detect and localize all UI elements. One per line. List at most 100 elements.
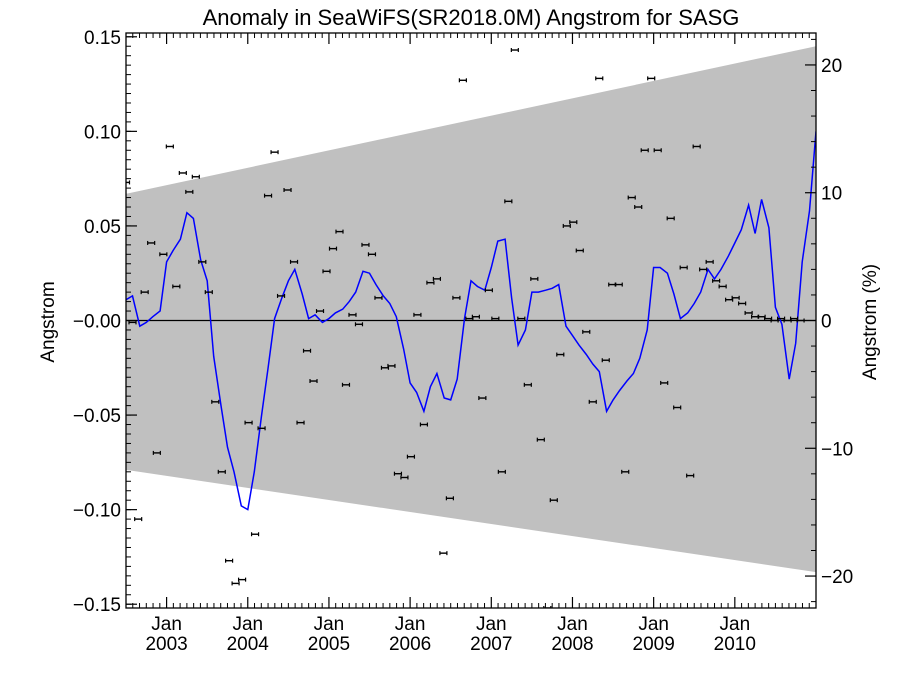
x-tick-year-label: 2008 <box>551 634 593 655</box>
data-point <box>530 276 539 281</box>
data-point <box>413 312 422 317</box>
data-point <box>510 48 519 53</box>
data-point <box>647 76 656 81</box>
data-point <box>712 278 721 283</box>
y2-tick-label: 0 <box>821 312 832 333</box>
data-point <box>217 469 226 474</box>
data-point <box>276 293 286 298</box>
data-point <box>575 248 584 253</box>
data-point <box>211 399 220 404</box>
data-point <box>134 517 143 522</box>
data-point <box>224 558 234 563</box>
data-point <box>419 422 429 427</box>
data-point <box>744 310 753 315</box>
data-point <box>660 380 669 385</box>
data-point <box>302 348 312 353</box>
data-point <box>588 399 597 404</box>
x-tick-year-label: 2004 <box>227 634 270 655</box>
x-tick-month-label: Jan <box>232 614 263 635</box>
data-point <box>439 551 448 556</box>
data-point <box>231 581 240 586</box>
x-tick-year-label: 2009 <box>633 634 675 655</box>
data-point <box>263 193 273 198</box>
data-point <box>634 205 643 210</box>
data-point <box>126 180 131 185</box>
data-point <box>237 577 247 582</box>
data-point <box>152 450 161 455</box>
x-tick-year-label: 2010 <box>714 634 756 655</box>
y-tick-label: 0.15 <box>84 28 121 49</box>
data-point <box>185 189 194 194</box>
data-point <box>393 471 403 476</box>
y2-tick-label: −10 <box>821 439 853 460</box>
data-point <box>289 259 299 264</box>
x-tick-month-label: Jan <box>314 614 345 635</box>
data-point <box>731 295 740 300</box>
y-axis-label: Angstrom <box>38 281 59 362</box>
x-tick-year-label: 2006 <box>389 634 431 655</box>
data-point <box>159 252 168 257</box>
data-point <box>309 379 318 384</box>
data-point <box>257 426 266 431</box>
data-point <box>374 295 383 300</box>
data-point <box>354 322 364 327</box>
data-point <box>484 288 493 293</box>
data-point <box>621 469 630 474</box>
smoothed-anomaly-line <box>126 131 816 511</box>
x-tick-month-label: Jan <box>476 614 507 635</box>
data-point <box>250 532 260 537</box>
data-point <box>601 358 610 363</box>
data-point <box>595 76 604 81</box>
data-point <box>315 309 325 314</box>
data-point <box>640 148 649 153</box>
x-tick-month-label: Jan <box>720 614 751 635</box>
x-tick-month-label: Jan <box>151 614 182 635</box>
y2-tick-label: −20 <box>821 567 853 588</box>
data-point <box>497 469 506 474</box>
data-point <box>452 295 461 300</box>
data-point <box>673 405 682 410</box>
data-point <box>692 144 701 149</box>
data-point <box>614 282 623 287</box>
data-point <box>244 420 253 425</box>
data-point <box>686 473 695 478</box>
data-point <box>432 276 442 281</box>
data-point <box>178 170 187 175</box>
data-point <box>458 78 467 83</box>
data-point <box>140 290 149 295</box>
data-point <box>653 148 662 153</box>
data-point <box>562 223 571 228</box>
data-point <box>582 329 591 334</box>
data-point <box>445 496 454 501</box>
data-point <box>426 280 435 285</box>
data-point <box>296 420 305 425</box>
y-tick-label: 0.05 <box>84 217 121 238</box>
data-point <box>549 498 558 503</box>
data-point <box>387 363 396 368</box>
data-point <box>569 220 578 225</box>
data-point <box>165 144 174 149</box>
data-point <box>328 246 338 251</box>
x-tick-month-label: Jan <box>395 614 426 635</box>
data-point <box>367 252 377 257</box>
data-point <box>543 606 552 608</box>
data-point <box>705 259 714 264</box>
y-tick-label: −0.15 <box>73 595 121 616</box>
data-point <box>361 242 370 247</box>
data-point <box>471 314 480 319</box>
y2-tick-label: 20 <box>821 56 842 77</box>
y2-axis-label: Angstrom (%) <box>860 264 881 380</box>
plot-area <box>126 46 816 608</box>
data-point <box>504 199 513 204</box>
data-point <box>270 150 279 155</box>
data-point <box>491 316 500 321</box>
data-point <box>666 216 675 221</box>
x-tick-month-label: Jan <box>557 614 588 635</box>
data-point <box>147 240 156 245</box>
x-tick-year-label: 2005 <box>308 634 350 655</box>
axes: −0.15 −0.10 −0.05 −0.00 0.05 0.10 0.15 −20 −10 0 1… <box>73 28 853 655</box>
data-point <box>517 316 526 321</box>
data-point <box>283 187 292 192</box>
chart-title: Anomaly in SeaWiFS(SR2018.0M) Angstrom f… <box>203 5 740 30</box>
